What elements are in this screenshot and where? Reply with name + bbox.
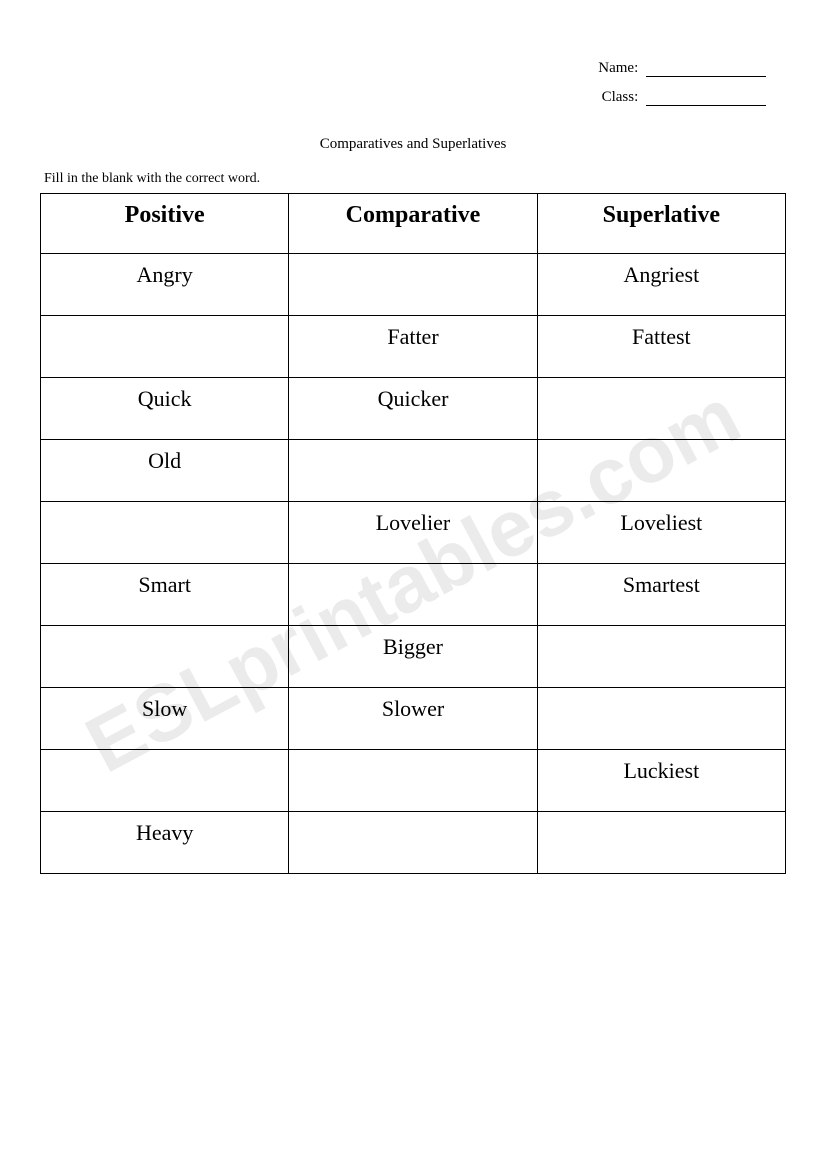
cell-comparative — [289, 564, 537, 626]
cell-comparative: Slower — [289, 688, 537, 750]
cell-positive: Smart — [41, 564, 289, 626]
cell-superlative — [537, 378, 785, 440]
table-row: Old — [41, 440, 786, 502]
cell-positive: Old — [41, 440, 289, 502]
name-blank-line[interactable] — [646, 76, 766, 77]
table-row: Smart Smartest — [41, 564, 786, 626]
table-row: Angry Angriest — [41, 254, 786, 316]
cell-positive — [41, 316, 289, 378]
cell-superlative — [537, 812, 785, 874]
cell-comparative: Lovelier — [289, 502, 537, 564]
header-fields: Name: Class: — [40, 60, 786, 106]
table-row: Fatter Fattest — [41, 316, 786, 378]
cell-superlative: Fattest — [537, 316, 785, 378]
cell-positive — [41, 750, 289, 812]
class-label: Class: — [602, 89, 639, 105]
cell-superlative: Smartest — [537, 564, 785, 626]
cell-comparative: Quicker — [289, 378, 537, 440]
cell-comparative: Bigger — [289, 626, 537, 688]
column-header-positive: Positive — [41, 194, 289, 254]
cell-positive: Slow — [41, 688, 289, 750]
table-row: Luckiest — [41, 750, 786, 812]
class-blank-line[interactable] — [646, 105, 766, 106]
name-label: Name: — [598, 60, 638, 76]
name-field-row: Name: — [40, 60, 766, 77]
page-title: Comparatives and Superlatives — [40, 136, 786, 153]
cell-superlative: Loveliest — [537, 502, 785, 564]
cell-positive: Quick — [41, 378, 289, 440]
column-header-comparative: Comparative — [289, 194, 537, 254]
worksheet-table: Positive Comparative Superlative Angry A… — [40, 193, 786, 874]
table-row: Lovelier Loveliest — [41, 502, 786, 564]
cell-superlative — [537, 440, 785, 502]
cell-superlative — [537, 688, 785, 750]
cell-comparative — [289, 440, 537, 502]
cell-positive: Heavy — [41, 812, 289, 874]
cell-positive: Angry — [41, 254, 289, 316]
table-row: Quick Quicker — [41, 378, 786, 440]
cell-superlative: Angriest — [537, 254, 785, 316]
table-row: Heavy — [41, 812, 786, 874]
cell-comparative — [289, 812, 537, 874]
cell-comparative — [289, 750, 537, 812]
cell-comparative: Fatter — [289, 316, 537, 378]
table-header-row: Positive Comparative Superlative — [41, 194, 786, 254]
cell-comparative — [289, 254, 537, 316]
instructions-text: Fill in the blank with the correct word. — [44, 171, 786, 187]
cell-superlative — [537, 626, 785, 688]
cell-superlative: Luckiest — [537, 750, 785, 812]
column-header-superlative: Superlative — [537, 194, 785, 254]
class-field-row: Class: — [40, 89, 766, 106]
cell-positive — [41, 626, 289, 688]
table-row: Slow Slower — [41, 688, 786, 750]
cell-positive — [41, 502, 289, 564]
table-row: Bigger — [41, 626, 786, 688]
